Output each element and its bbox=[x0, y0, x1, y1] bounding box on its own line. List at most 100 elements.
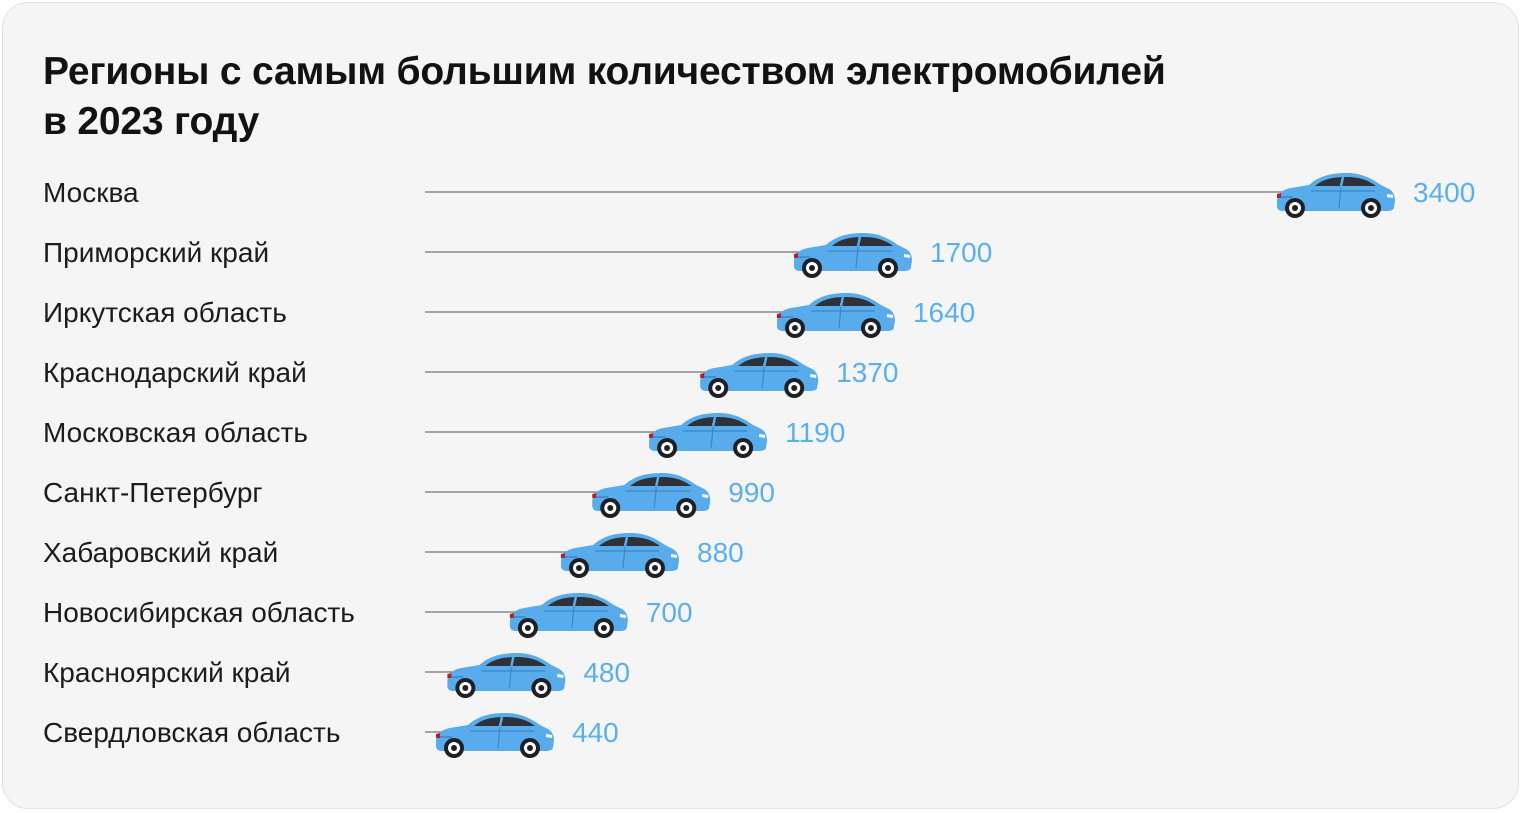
car-taillight bbox=[592, 493, 597, 498]
car-icon bbox=[776, 293, 895, 338]
car-pillar bbox=[711, 416, 717, 427]
chart-title: Регионы с самым большим количеством элек… bbox=[43, 47, 1343, 147]
car-headlight bbox=[1387, 194, 1393, 198]
car-headlight bbox=[619, 614, 626, 618]
value-label: 1700 bbox=[930, 237, 992, 268]
car-headlight bbox=[671, 554, 678, 558]
bar-row: Приморский край 1700 bbox=[43, 233, 992, 278]
car-icon bbox=[700, 353, 819, 398]
car-window bbox=[474, 717, 535, 726]
car-hub bbox=[740, 445, 747, 451]
car-icon bbox=[649, 413, 768, 458]
car-hub bbox=[664, 445, 671, 451]
car-hub bbox=[451, 745, 457, 751]
bar-chart: Москва 3400 Приморский край 1700 Иркутская о… bbox=[43, 173, 1475, 758]
value-label: 880 bbox=[697, 537, 744, 568]
car-headlight bbox=[810, 374, 817, 378]
car-hub bbox=[524, 625, 531, 631]
car-headlight bbox=[546, 734, 552, 738]
car-door-line bbox=[761, 366, 765, 389]
car-pillar bbox=[839, 296, 845, 307]
value-label: 990 bbox=[728, 477, 775, 508]
bar-row: Московская область 1190 bbox=[43, 413, 845, 458]
car-taillight bbox=[793, 253, 798, 258]
car-pillar bbox=[1339, 176, 1345, 187]
car-taillight bbox=[561, 553, 566, 558]
bar-row: Красноярский край 480 bbox=[43, 653, 630, 698]
car-headlight bbox=[759, 434, 766, 438]
car-icon bbox=[793, 233, 912, 278]
car-hub bbox=[462, 685, 469, 691]
chart-title-line-1: Регионы с самым большим количеством элек… bbox=[43, 50, 1166, 93]
car-pillar bbox=[572, 596, 578, 607]
car-hub bbox=[600, 625, 607, 631]
car-taillight bbox=[436, 733, 440, 738]
region-label: Новосибирская область bbox=[43, 597, 355, 628]
car-window bbox=[687, 417, 749, 426]
car-hub bbox=[791, 385, 798, 391]
car-hub bbox=[1368, 205, 1374, 211]
bar-row: Хабаровский край 880 bbox=[43, 533, 744, 578]
car-pillar bbox=[498, 716, 504, 727]
car-door-line bbox=[508, 666, 512, 689]
car-door-line bbox=[1338, 186, 1342, 209]
car-hub bbox=[576, 565, 583, 571]
region-label: Санкт-Петербург bbox=[43, 477, 263, 508]
car-window bbox=[485, 657, 547, 666]
car-hub bbox=[808, 265, 815, 271]
region-label: Иркутская область bbox=[43, 297, 287, 328]
bar-row: Иркутская область 1640 bbox=[43, 293, 975, 338]
car-taillight bbox=[1277, 193, 1281, 198]
car-hub bbox=[1292, 205, 1298, 211]
region-label: Москва bbox=[43, 177, 139, 208]
value-label: 1190 bbox=[785, 417, 845, 448]
car-window bbox=[738, 357, 800, 366]
car-icon bbox=[1277, 173, 1395, 218]
car-door-line bbox=[710, 426, 714, 449]
car-hub bbox=[527, 745, 533, 751]
value-label: 1640 bbox=[913, 297, 975, 328]
value-label: 440 bbox=[572, 717, 619, 748]
value-label: 700 bbox=[646, 597, 693, 628]
car-pillar bbox=[655, 476, 660, 487]
car-door-line bbox=[653, 486, 657, 509]
car-hub bbox=[683, 505, 690, 511]
car-taillight bbox=[700, 373, 705, 378]
car-pillar bbox=[510, 656, 515, 667]
car-window bbox=[1315, 177, 1376, 186]
region-label: Приморский край bbox=[43, 237, 269, 268]
car-door-line bbox=[497, 726, 501, 749]
car-headlight bbox=[903, 254, 910, 258]
car-icon bbox=[447, 653, 566, 698]
car-window bbox=[831, 237, 893, 246]
car-pillar bbox=[763, 356, 768, 367]
region-label: Свердловская область bbox=[43, 717, 340, 748]
region-label: Красноярский край bbox=[43, 657, 291, 688]
bar-row: Москва 3400 bbox=[43, 173, 1475, 218]
car-icon bbox=[436, 713, 554, 758]
car-headlight bbox=[886, 314, 893, 318]
bar-row: Новосибирская область 700 bbox=[43, 593, 693, 638]
car-window bbox=[630, 477, 692, 486]
car-door-line bbox=[838, 306, 842, 329]
value-label: 1370 bbox=[836, 357, 898, 388]
car-icon bbox=[561, 533, 680, 578]
car-pillar bbox=[623, 536, 629, 547]
car-headlight bbox=[702, 494, 709, 498]
region-label: Краснодарский край bbox=[43, 357, 307, 388]
car-window bbox=[547, 597, 609, 606]
car-door-line bbox=[622, 546, 626, 569]
car-hub bbox=[538, 685, 545, 691]
car-door-line bbox=[571, 606, 575, 629]
value-label: 480 bbox=[583, 657, 630, 688]
car-hub bbox=[791, 325, 798, 331]
car-taillight bbox=[649, 433, 654, 438]
car-pillar bbox=[856, 236, 862, 247]
car-hub bbox=[867, 325, 874, 331]
car-taillight bbox=[776, 313, 781, 318]
car-hub bbox=[715, 385, 722, 391]
region-label: Московская область bbox=[43, 417, 308, 448]
car-hub bbox=[884, 265, 891, 271]
car-door-line bbox=[855, 246, 859, 269]
